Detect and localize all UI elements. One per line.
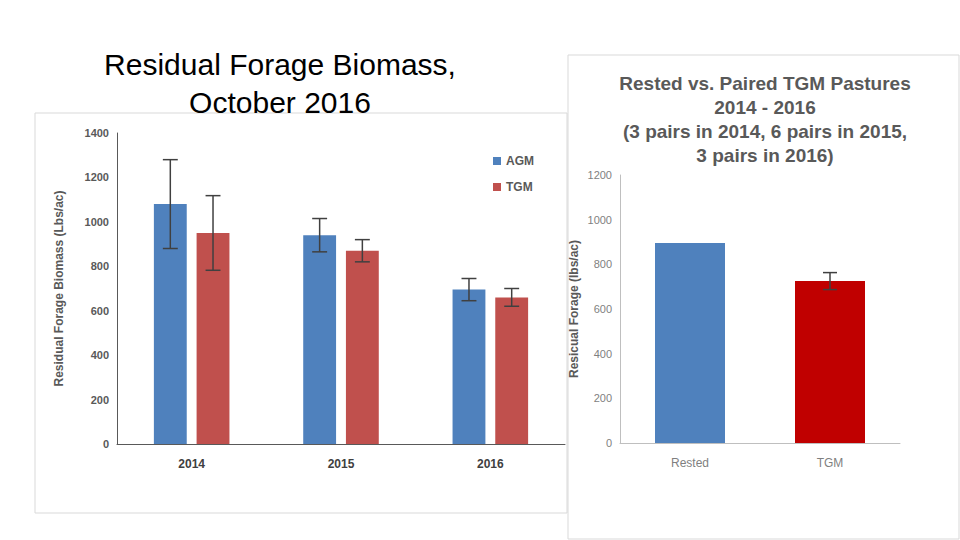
svg-text:TGM: TGM <box>817 456 844 470</box>
svg-text:400: 400 <box>91 349 109 361</box>
svg-text:1200: 1200 <box>85 171 109 183</box>
svg-text:800: 800 <box>594 258 612 270</box>
svg-text:0: 0 <box>103 438 109 450</box>
svg-text:2015: 2015 <box>328 457 355 471</box>
svg-text:200: 200 <box>91 394 109 406</box>
svg-text:2014 - 2016: 2014 - 2016 <box>714 97 815 118</box>
svg-text:1000: 1000 <box>588 214 612 226</box>
svg-text:600: 600 <box>594 303 612 315</box>
svg-text:200: 200 <box>594 392 612 404</box>
svg-text:1000: 1000 <box>85 216 109 228</box>
svg-text:(3 pairs in 2014, 6 pairs in 2: (3 pairs in 2014, 6 pairs in 2015, <box>623 121 907 142</box>
svg-text:800: 800 <box>91 260 109 272</box>
svg-text:AGM: AGM <box>506 154 534 168</box>
svg-text:October 2016: October 2016 <box>189 86 371 119</box>
svg-text:Residual Forage Biomass (Lbs/a: Residual Forage Biomass (Lbs/ac) <box>52 190 66 386</box>
svg-text:Rested vs. Paired TGM Pastures: Rested vs. Paired TGM Pastures <box>619 73 910 94</box>
svg-text:2014: 2014 <box>178 457 205 471</box>
svg-text:Resicual Forage (lbs/ac): Resicual Forage (lbs/ac) <box>567 240 581 378</box>
svg-text:2016: 2016 <box>477 457 504 471</box>
svg-text:Rested: Rested <box>671 456 709 470</box>
svg-text:1200: 1200 <box>588 169 612 181</box>
svg-text:Residual Forage Biomass,: Residual Forage Biomass, <box>104 48 456 81</box>
svg-text:3 pairs in 2016): 3 pairs in 2016) <box>696 145 833 166</box>
svg-text:400: 400 <box>594 348 612 360</box>
svg-text:600: 600 <box>91 305 109 317</box>
svg-text:0: 0 <box>606 437 612 449</box>
svg-text:TGM: TGM <box>506 180 533 194</box>
svg-text:1400: 1400 <box>85 127 109 139</box>
